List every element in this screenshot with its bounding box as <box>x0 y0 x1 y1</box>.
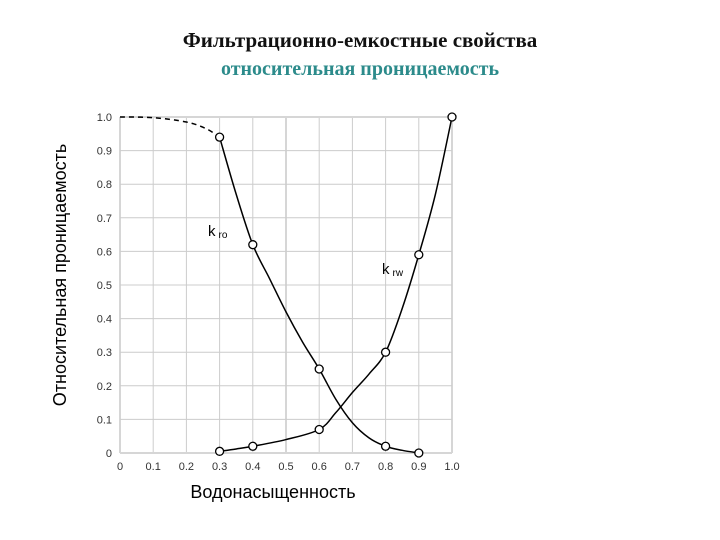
x-tick-label: 1.0 <box>444 461 459 473</box>
y-tick-label: 0.9 <box>97 146 112 158</box>
series-kro-point <box>214 132 225 142</box>
series-krw-line <box>219 116 453 453</box>
y-tick-label: 0.7 <box>97 213 112 225</box>
series-kro-point <box>314 364 324 374</box>
y-tick-label: 1.0 <box>97 112 112 124</box>
series-label-kro: k ro <box>208 223 228 241</box>
x-tick-label: 0.1 <box>146 461 161 473</box>
x-tick-label: 0.9 <box>411 461 426 473</box>
series-kro-extrapolation <box>119 116 221 138</box>
series-krw-point <box>214 446 225 456</box>
y-tick-label: 0.4 <box>97 314 112 326</box>
chart-title: Фильтрационно-емкостные свойства <box>182 28 538 52</box>
y-tick-label: 0.1 <box>97 414 112 426</box>
y-tick-label: 0.2 <box>97 381 112 393</box>
series-kro-point <box>248 240 258 250</box>
data-points <box>214 112 457 458</box>
x-tick-label: 0.8 <box>378 461 393 473</box>
series-krw-point <box>248 441 258 451</box>
series-krw-point <box>380 347 391 357</box>
x-tick-label: 0 <box>117 461 123 473</box>
y-tick-label: 0.8 <box>97 179 112 191</box>
y-tick-label: 0.6 <box>97 246 112 258</box>
series-krw-point <box>314 424 324 435</box>
tick-labels: 0 0.1 0.2 0.3 0.4 0.5 0.6 0.7 0.8 0.9 1.0 0 0.1 0.2 0.… <box>97 112 460 473</box>
y-axis-label: Относительная проницаемость <box>50 144 70 406</box>
x-axis-label: Водонасыщенность <box>190 482 355 502</box>
series-krw-point <box>447 112 457 122</box>
y-tick-label: 0 <box>106 448 112 460</box>
series-label-krw-main: k <box>382 261 390 278</box>
y-tick-label: 0.3 <box>97 347 112 359</box>
series-label-krw: k rw <box>382 261 404 279</box>
chart-subtitle: относительная проницаемость <box>220 58 500 80</box>
series-kro-point <box>380 441 391 451</box>
x-tick-label: 0.2 <box>179 461 194 473</box>
series-kro-point <box>414 448 424 458</box>
x-tick-label: 0.3 <box>212 461 227 473</box>
series-label-krw-sub: rw <box>393 268 404 279</box>
y-tick-label: 0.5 <box>97 280 112 292</box>
x-tick-label: 0.5 <box>278 461 293 473</box>
grid <box>119 116 453 454</box>
series-krw-point <box>414 250 424 260</box>
x-tick-label: 0.4 <box>245 461 260 473</box>
series-label-kro-main: k <box>208 223 216 240</box>
x-tick-label: 0.7 <box>345 461 360 473</box>
series-label-kro-sub: ro <box>219 230 228 241</box>
x-tick-label: 0.6 <box>312 461 327 473</box>
